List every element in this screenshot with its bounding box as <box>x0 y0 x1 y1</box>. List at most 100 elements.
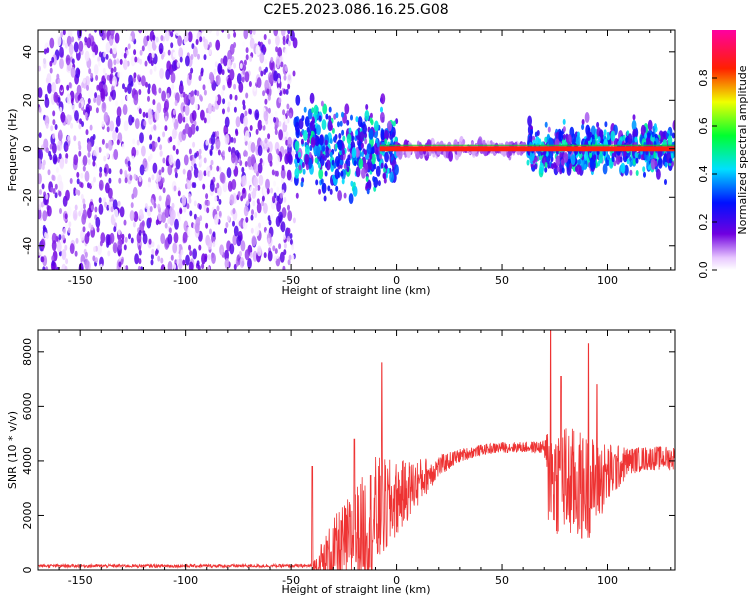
spectrogram-cell <box>57 144 61 151</box>
spectrogram-cell <box>133 94 139 106</box>
spectrogram-cell <box>235 116 241 128</box>
spectrogram-cell <box>167 218 171 224</box>
x-tick-label: -150 <box>68 574 93 587</box>
spectrogram-cell <box>238 81 244 93</box>
spectrogram-cell <box>158 42 164 54</box>
spectrogram-cell <box>115 126 119 133</box>
spectrogram-cell <box>59 46 64 58</box>
spectrogram-cell <box>193 182 197 189</box>
spectrogram-cell <box>335 185 339 192</box>
spectrogram-cell <box>224 133 230 145</box>
spectrogram-cell <box>168 227 172 234</box>
spectrogram-cell <box>203 157 207 164</box>
y-tick-label: 4000 <box>21 447 34 475</box>
spectrogram-cell <box>342 135 346 142</box>
spectrogram-cell <box>73 41 79 53</box>
spectrogram-cell <box>257 119 263 131</box>
spectrogram-cell <box>279 192 283 199</box>
spectrogram-cell <box>249 37 255 49</box>
colorbar-tick-label: 0.2 <box>697 213 710 231</box>
spectrogram-cell <box>71 58 75 65</box>
spectrogram-cell <box>51 56 55 63</box>
spectrogram-cell <box>51 260 55 267</box>
spectrogram-cell <box>254 225 260 237</box>
spectrogram-cell <box>93 246 97 253</box>
spectrogram-cell <box>631 119 637 131</box>
spectrogram-cell <box>374 120 379 132</box>
spectrogram-cell <box>63 228 66 234</box>
spectrogram-cell <box>194 97 198 104</box>
spectrogram-cell <box>144 203 148 209</box>
spectrogram-cell <box>234 94 238 101</box>
spectrogram-cell <box>263 252 267 259</box>
colorbar-tick-label: 0.8 <box>697 69 710 87</box>
spectrogram-cell <box>106 152 109 159</box>
spectrogram-cell <box>94 92 98 99</box>
spectrogram-cell <box>141 145 146 157</box>
spectrogram-cell <box>360 151 364 158</box>
spectrogram-cell <box>170 42 174 49</box>
spectrogram-cell <box>597 136 601 143</box>
spectrogram-cell <box>229 194 235 206</box>
spectrogram-cell <box>198 148 202 155</box>
spectrogram-cell <box>250 227 254 234</box>
spectrogram-cell <box>87 151 91 158</box>
spectrogram-cell <box>172 51 176 58</box>
spectrogram-cell <box>243 59 247 66</box>
spectrogram-cell <box>183 206 187 213</box>
spectrogram-cell <box>371 148 375 155</box>
spectrogram-cell <box>300 181 304 188</box>
spectrogram-cell <box>39 189 42 195</box>
spectrogram-cell <box>84 112 88 118</box>
spectrogram-cell <box>269 112 275 124</box>
spectrogram-cell <box>103 197 106 204</box>
spectrogram-cell <box>69 243 75 255</box>
spectrogram-cell <box>117 200 121 207</box>
spectrogram-cell <box>352 181 356 188</box>
spectrogram-cell <box>77 94 81 101</box>
spectrogram-cell <box>227 77 232 89</box>
spectrogram-cell <box>52 119 56 126</box>
spectrogram-cell <box>188 74 192 81</box>
spectrogram-cell <box>199 158 203 165</box>
spectrogram-cell <box>131 146 137 158</box>
spectrogram-cell <box>98 146 102 153</box>
spectrogram-cell <box>186 178 192 190</box>
spectrogram-cell <box>38 106 42 113</box>
spectrogram-cell <box>203 89 207 96</box>
spectrogram-cell <box>295 153 298 160</box>
spectrogram-cell <box>348 193 354 205</box>
spectrogram-cell <box>561 136 567 148</box>
spectrogram-cell <box>309 92 315 104</box>
spectrogram-cell <box>171 83 175 90</box>
spectrogram-cell <box>179 208 183 215</box>
spectrogram-cell <box>369 153 373 160</box>
spectrogram-cell <box>99 240 103 247</box>
spectrogram-cell <box>212 231 216 238</box>
spectrogram-cell <box>443 151 447 157</box>
spectrogram-cell <box>216 182 220 189</box>
spectrogram-cell <box>173 185 177 192</box>
spectrogram-cell <box>322 145 325 152</box>
spectrogram-cell <box>664 179 667 185</box>
spectrogram-cell <box>254 212 258 218</box>
spectrogram-cell <box>170 72 176 84</box>
spectrogram-cell <box>169 206 175 218</box>
spectrogram-cell <box>283 88 287 95</box>
spectrogram-cell <box>68 221 72 228</box>
spectrogram-cell <box>281 164 285 171</box>
spectrogram-cell <box>198 170 203 181</box>
spectrogram-cell <box>287 136 293 148</box>
spectrogram-cell <box>233 225 239 237</box>
spectrogram-cell <box>310 136 316 148</box>
spectrogram-cell <box>126 94 130 101</box>
spectrogram-cell <box>371 153 376 165</box>
spectrogram-cell <box>376 141 380 148</box>
spectrogram-cell <box>282 109 286 116</box>
spectrogram-cell <box>152 34 156 41</box>
spectrogram-cell <box>177 139 181 146</box>
spectrogram-cell <box>265 66 268 73</box>
spectrogram-cell <box>82 165 86 172</box>
spectrogram-cell <box>581 124 585 130</box>
spectrogram-cell <box>224 249 230 261</box>
